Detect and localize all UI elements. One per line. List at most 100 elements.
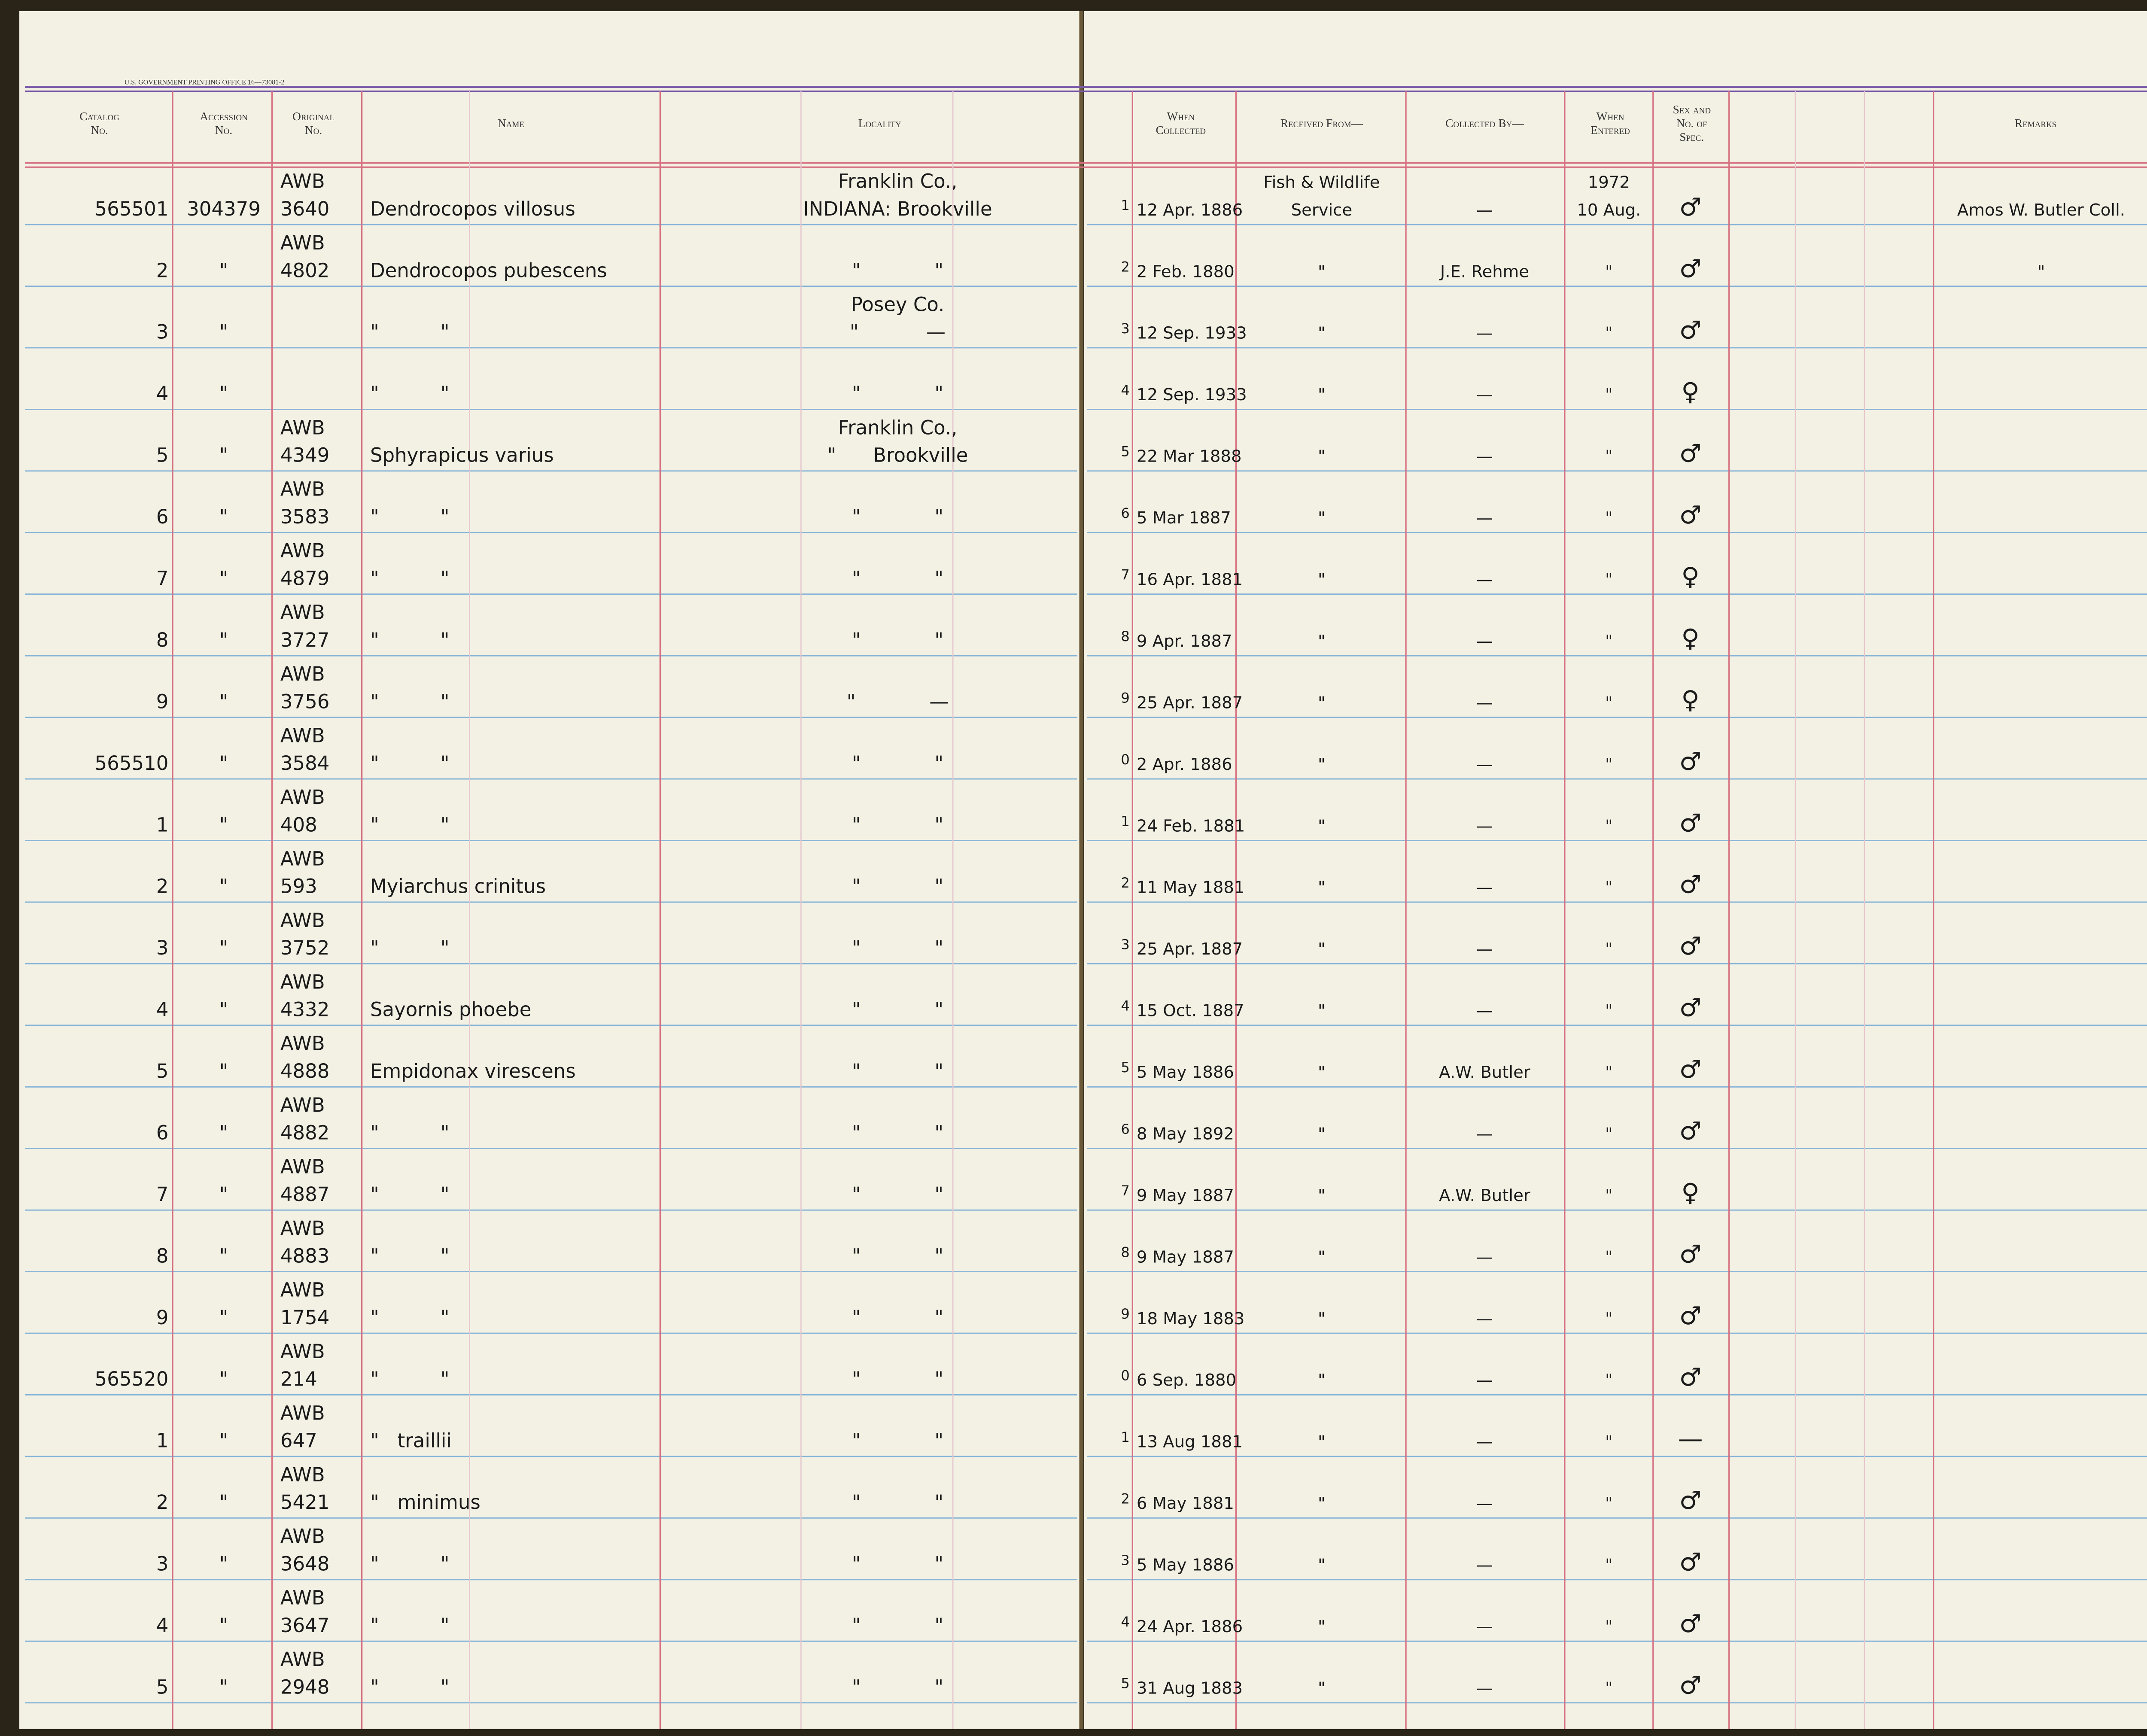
cell-received: " [1318,878,1326,897]
cell-sex: ♂ [1679,1239,1702,1268]
cell-collected: 15 Oct. 1887 [1137,1001,1244,1021]
cell-collected-by: — [1476,447,1493,466]
cell-name: " " [370,1306,450,1329]
cell-accession: " [219,998,228,1021]
cell-collected: 2 Apr. 1886 [1137,755,1232,774]
cell-line: 5 [1121,444,1129,460]
cell-locality: " " [852,1368,943,1390]
cell-collected-by: — [1476,1371,1493,1390]
cell-collected-by: — [1476,324,1493,343]
cell-sex: ♂ [1679,931,1702,961]
cell-entered: " [1605,1309,1613,1329]
cell-collected: 2 Feb. 1880 [1137,262,1235,281]
cell-line: 9 [1121,690,1129,706]
cell-accession: " [219,1244,228,1267]
cell-locality: " " [852,1675,943,1698]
cell-locality: " " [852,936,943,959]
cell-collected: 9 Apr. 1887 [1137,632,1232,651]
cell-collected: 6 May 1881 [1137,1494,1234,1513]
cell-catalog: 565520 [95,1368,169,1390]
cell-original: 4349 [280,444,330,467]
cell-original: 408 [280,813,317,836]
cell-original: 4879 [280,567,330,590]
cell-accession: 304379 [187,198,261,220]
cell-sex: ♂ [1679,316,1702,345]
cell-collected: 13 Aug 1881 [1137,1432,1243,1452]
cell-locality: " " [852,998,943,1021]
cell-received: " [1318,447,1326,466]
cell-received: Fish & Wildlife [1263,173,1380,192]
cell-original: AWB [280,231,325,254]
cell-collected-by: — [1476,1309,1493,1329]
cell-locality: " " [852,1060,943,1082]
column-header: No. [215,124,232,137]
cell-name: " " [370,382,450,405]
cell-locality: " " [852,1614,943,1637]
cell-sex: ♂ [1679,1362,1702,1392]
column-header: When [1167,110,1195,123]
cell-original: AWB [280,1587,325,1609]
cell-original: 3752 [280,936,330,959]
cell-remarks: " [2038,262,2045,281]
cell-accession: " [219,936,228,959]
cell-original: 1754 [280,1306,330,1329]
cell-name: Dendrocopos villosus [370,198,575,220]
cell-line: 1 [1121,813,1129,829]
cell-collected-by: — [1476,816,1493,836]
column-header: Sex and [1673,103,1711,116]
cell-entered: " [1605,939,1613,959]
cell-entered: " [1605,570,1613,590]
cell-line: 4 [1121,382,1129,398]
cell-line: 3 [1121,936,1129,952]
cell-sex: ♂ [1679,1055,1702,1084]
cell-catalog: 1 [156,1429,169,1452]
cell-entered: " [1605,878,1613,897]
cell-collected: 8 May 1892 [1137,1124,1234,1143]
cell-accession: " [219,1675,228,1698]
cell-remarks: Amos W. Butler Coll. [1957,201,2125,220]
cell-name: " minimus [370,1491,480,1514]
cell-received: " [1318,324,1326,343]
cell-received: " [1318,1494,1326,1513]
cell-entered: " [1605,1371,1613,1390]
cell-collected-by: — [1476,1124,1493,1143]
cell-collected-by: — [1476,878,1493,897]
cell-received: " [1318,1309,1326,1329]
cell-collected: 12 Apr. 1886 [1137,201,1243,220]
cell-line: 5 [1121,1059,1129,1076]
cell-collected: 6 Sep. 1880 [1137,1371,1236,1390]
column-header: Collected [1156,124,1206,137]
cell-original: 4882 [280,1121,330,1144]
cell-original: AWB [280,539,325,562]
cell-entered: 1972 [1588,173,1630,192]
cell-locality: " — [850,321,946,344]
cell-accession: " [219,1306,228,1329]
cell-original: 4888 [280,1060,330,1082]
cell-entered: " [1605,1001,1613,1021]
cell-collected-by: — [1476,1001,1493,1021]
cell-catalog: 8 [156,1244,169,1267]
cell-accession: " [219,505,228,528]
cell-original: 3584 [280,752,330,775]
cell-collected-by: — [1476,1494,1493,1513]
cell-original: AWB [280,724,325,747]
cell-accession: " [219,1183,228,1206]
cell-locality: Posey Co. [851,293,945,316]
cell-line: 7 [1121,567,1129,583]
printer-line: U.S. GOVERNMENT PRINTING OFFICE 16—73081… [124,79,284,86]
cell-name: " " [370,321,450,344]
cell-accession: " [219,444,228,467]
cell-original: 4887 [280,1183,330,1206]
cell-catalog: 7 [156,1183,169,1206]
column-header: When [1597,110,1624,123]
cell-name: " " [370,1183,450,1206]
cell-accession: " [219,813,228,836]
cell-collected-by: J.E. Rehme [1439,262,1529,281]
cell-collected: 18 May 1883 [1137,1309,1245,1329]
cell-catalog: 4 [156,998,169,1021]
cell-line: 2 [1121,875,1129,891]
column-header: Received From— [1280,117,1363,130]
cell-entered: " [1605,1617,1613,1636]
